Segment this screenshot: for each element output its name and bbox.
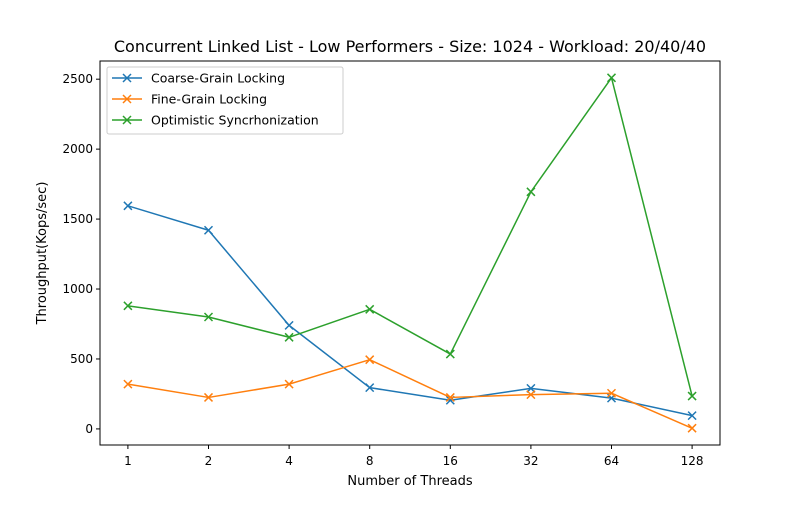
x-tick-label-2: 4 [285, 454, 293, 468]
x-tick-label-5: 32 [523, 454, 538, 468]
data-point-2-4 [445, 349, 455, 359]
plot-area: 1 2 4 8 16 32 64 128 0 500 1000 1500 2000 2500 [62, 60, 721, 468]
data-point-1-2 [284, 379, 294, 389]
y-axis-label: Throughput(Kops/sec) [35, 182, 50, 326]
x-axis-label: Number of Threads [347, 474, 472, 489]
data-point-2-6 [606, 73, 617, 83]
data-point-2-2 [284, 332, 294, 342]
data-point-2-1 [203, 312, 214, 322]
data-point-0-7 [687, 411, 697, 421]
legend-marker-2 [122, 115, 132, 125]
y-tick-label-0: 0 [85, 422, 93, 436]
legend-label-0: Coarse-Grain Locking [151, 71, 285, 86]
y-tick-label-5: 2500 [62, 72, 93, 86]
data-point-1-3 [365, 355, 375, 365]
data-point-0-2 [284, 320, 294, 330]
y-tick-label-3: 1500 [62, 212, 93, 226]
x-tick-label-7: 128 [681, 454, 704, 468]
data-point-1-5 [526, 390, 536, 400]
series-line-2 [127, 77, 694, 397]
data-point-0-1 [203, 225, 214, 235]
legend-label-1: Fine-Grain Locking [151, 92, 267, 107]
x-tick-label-1: 2 [205, 454, 213, 468]
plot-frame [99, 60, 721, 446]
x-tick-label-0: 1 [124, 454, 132, 468]
data-point-1-6 [606, 388, 617, 398]
data-point-2-3 [365, 304, 375, 314]
series-line-1 [127, 358, 694, 430]
data-point-1-4 [445, 392, 455, 402]
chart-title: Concurrent Linked List - Low Performers … [114, 37, 706, 56]
data-point-2-7 [687, 391, 697, 401]
data-point-0-3 [365, 383, 375, 393]
legend-label-2: Optimistic Syncrhonization [151, 113, 319, 128]
x-tick-label-6: 64 [604, 454, 619, 468]
x-tick-label-4: 16 [443, 454, 458, 468]
legend: Coarse-Grain Locking Fine-Grain Locking Op… [106, 66, 344, 135]
data-point-1-7 [687, 423, 697, 433]
x-tick-label-3: 8 [366, 454, 374, 468]
legend-box [106, 66, 344, 135]
y-tick-label-4: 2000 [62, 142, 93, 156]
data-point-0-0 [123, 201, 133, 211]
y-tick-label-2: 1000 [62, 282, 93, 296]
legend-marker-1 [122, 94, 132, 104]
legend-marker-0 [122, 73, 132, 83]
series-line-0 [126, 204, 693, 417]
data-point-1-0 [123, 379, 133, 389]
data-point-1-1 [203, 392, 214, 402]
data-point-2-0 [123, 301, 133, 311]
data-point-2-5 [526, 187, 536, 197]
y-tick-label-1: 500 [70, 352, 93, 366]
